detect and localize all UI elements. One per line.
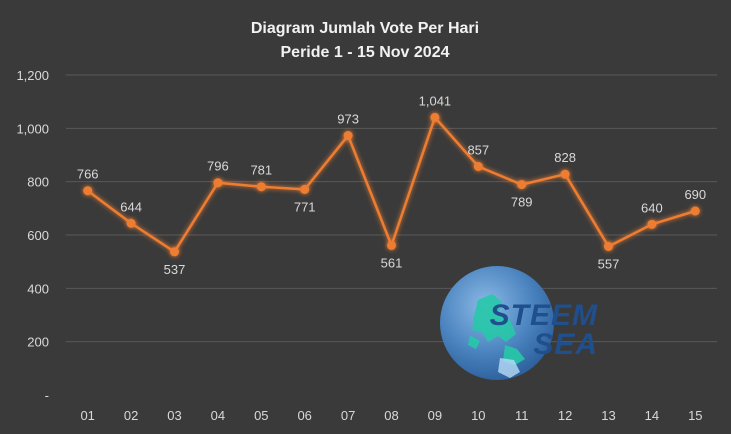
x-tick-label: 08 — [384, 408, 398, 423]
series-line — [83, 112, 700, 257]
x-tick-label: 12 — [558, 408, 572, 423]
chart-title: Diagram Jumlah Vote Per Hari — [251, 20, 479, 37]
data-point — [473, 161, 483, 171]
data-label: 973 — [337, 112, 359, 127]
logo-text-line1: STEEM — [490, 299, 598, 332]
x-tick-label: 10 — [471, 408, 485, 423]
data-point — [387, 240, 396, 250]
x-tick-label: 09 — [428, 408, 442, 423]
x-tick-label: 06 — [297, 408, 311, 423]
x-tick-label: 13 — [601, 408, 615, 423]
data-label: 771 — [294, 199, 316, 214]
y-axis-ticks: - 200 400 600 800 1,000 1,200 — [16, 68, 49, 403]
x-axis-ticks: 01 02 03 04 05 06 07 08 09 10 11 12 13 14 15 — [80, 408, 702, 423]
data-point — [256, 182, 266, 192]
data-point — [560, 169, 570, 179]
x-tick-label: 01 — [80, 408, 94, 423]
data-label: 766 — [77, 167, 99, 182]
data-label: 690 — [684, 187, 706, 202]
data-point — [300, 184, 310, 194]
x-tick-label: 02 — [124, 408, 138, 423]
data-point — [430, 112, 440, 122]
data-label: 781 — [250, 163, 272, 178]
y-tick-label: 1,200 — [16, 68, 49, 83]
y-tick-label: 800 — [27, 175, 49, 190]
data-point — [170, 247, 179, 257]
y-tick-label: 1,000 — [16, 121, 49, 136]
x-tick-label: 05 — [254, 408, 268, 423]
x-tick-label: 03 — [167, 408, 181, 423]
x-tick-label: 11 — [515, 408, 529, 423]
data-label: 640 — [641, 200, 663, 215]
y-tick-label: 200 — [27, 335, 49, 350]
data-point — [690, 206, 700, 216]
data-label: 557 — [598, 256, 620, 271]
series-polyline — [86, 116, 696, 254]
data-label: 789 — [511, 195, 533, 210]
x-tick-label: 04 — [211, 408, 225, 423]
data-point — [343, 131, 353, 141]
x-tick-label: 07 — [341, 408, 355, 423]
gridlines — [66, 74, 717, 343]
logo-text-line2: SEA — [533, 328, 598, 361]
y-tick-label: 600 — [27, 228, 49, 243]
data-label: 796 — [207, 159, 229, 174]
x-tick-label: 14 — [645, 408, 659, 423]
data-point — [604, 241, 613, 251]
globe-land-shape — [468, 294, 525, 365]
data-label: 561 — [381, 255, 403, 270]
data-label: 644 — [120, 199, 142, 214]
data-point — [126, 218, 136, 228]
data-point — [213, 178, 223, 188]
data-label: 537 — [164, 262, 186, 277]
data-point — [83, 186, 93, 196]
steem-sea-logo: STEEM SEA — [440, 266, 598, 380]
y-tick-label: - — [45, 388, 49, 403]
data-label: 857 — [467, 142, 489, 157]
chart-subtitle: Peride 1 - 15 Nov 2024 — [281, 44, 450, 61]
data-label: 828 — [554, 150, 576, 165]
globe-land-shape-2 — [498, 358, 520, 378]
x-tick-label: 15 — [688, 408, 702, 423]
data-labels: 766 644 537 796 781 771 973 561 1,041 857 789 828 55… — [77, 93, 706, 276]
data-label: 1,041 — [419, 93, 452, 108]
data-point — [517, 180, 527, 190]
y-tick-label: 400 — [27, 281, 49, 296]
data-point — [647, 219, 657, 229]
